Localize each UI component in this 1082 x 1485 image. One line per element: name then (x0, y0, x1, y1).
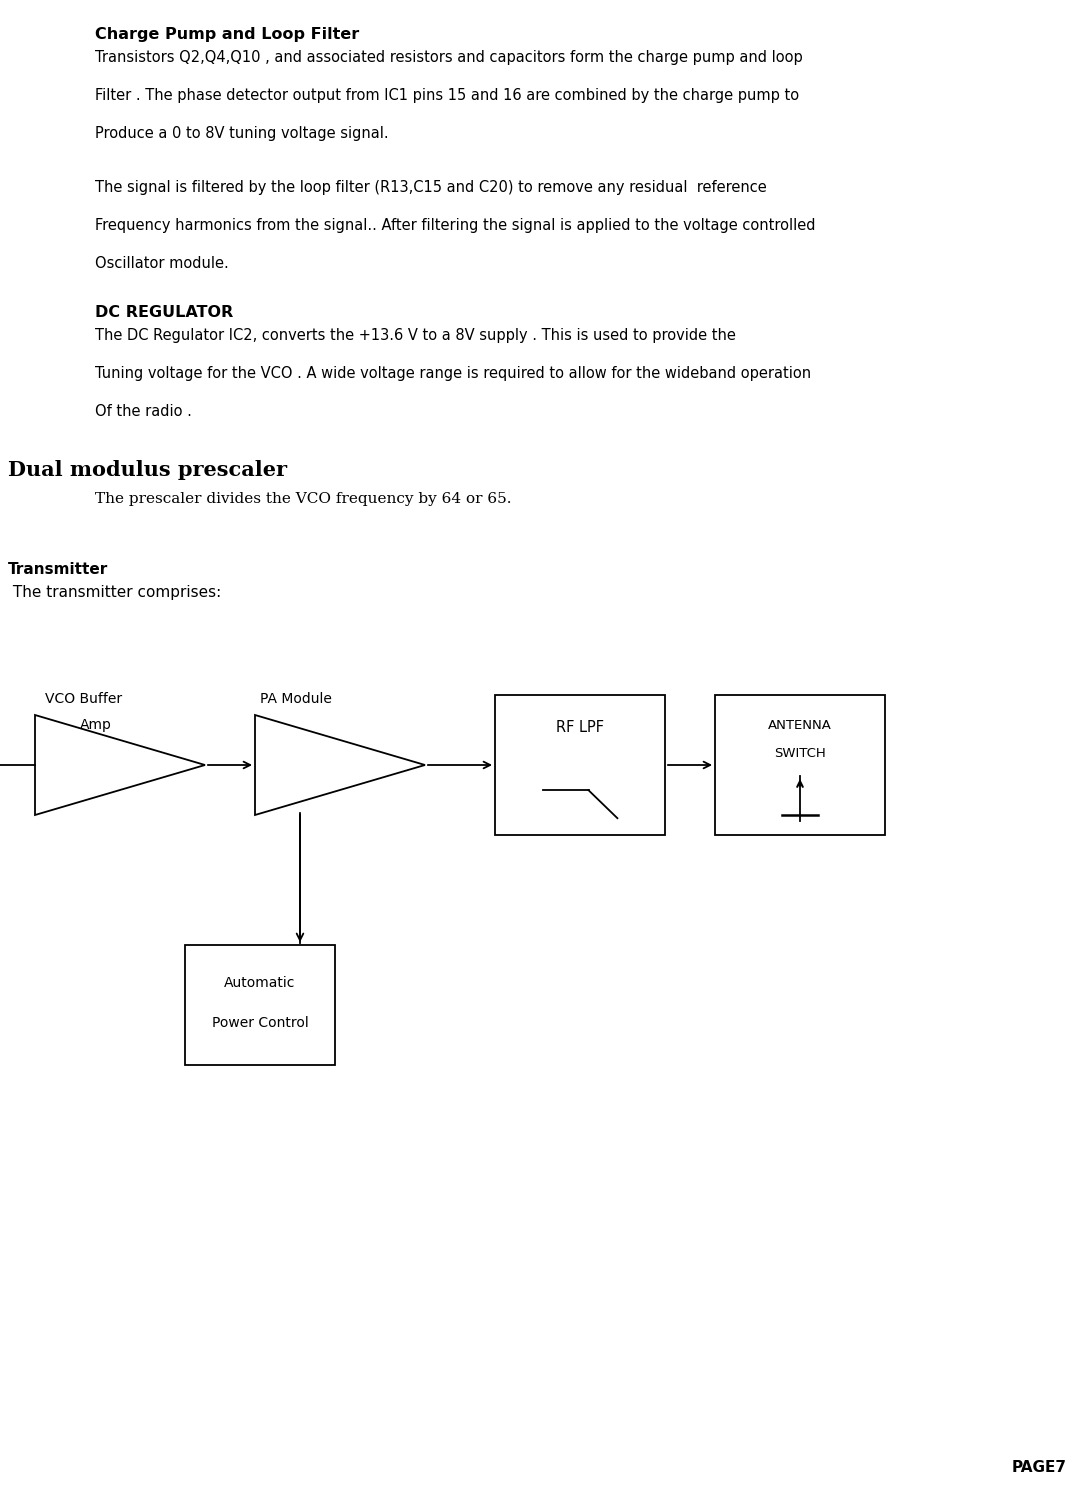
Text: Filter . The phase detector output from IC1 pins 15 and 16 are combined by the c: Filter . The phase detector output from … (95, 88, 800, 102)
Text: Oscillator module.: Oscillator module. (95, 255, 228, 270)
Text: Tuning voltage for the VCO . A wide voltage range is required to allow for the w: Tuning voltage for the VCO . A wide volt… (95, 365, 812, 382)
Bar (715, 695, 885, 835)
Bar (185, 944, 335, 1065)
Text: VCO Buffer: VCO Buffer (45, 692, 122, 705)
Text: The signal is filtered by the loop filter (R13,C15 and C20) to remove any residu: The signal is filtered by the loop filte… (95, 180, 767, 195)
Text: Charge Pump and Loop Filter: Charge Pump and Loop Filter (95, 27, 359, 42)
Text: RF LPF: RF LPF (556, 720, 604, 735)
Text: Transistors Q2,Q4,Q10 , and associated resistors and capacitors form the charge : Transistors Q2,Q4,Q10 , and associated r… (95, 50, 803, 65)
Text: Amp: Amp (80, 719, 111, 732)
Text: The transmitter comprises:: The transmitter comprises: (8, 585, 221, 600)
Text: ANTENNA: ANTENNA (768, 719, 832, 732)
Text: Transmitter: Transmitter (8, 561, 108, 578)
Bar (494, 695, 665, 835)
Text: PAGE7: PAGE7 (1012, 1460, 1067, 1475)
Text: DC REGULATOR: DC REGULATOR (95, 304, 234, 319)
Text: Power Control: Power Control (212, 1016, 308, 1031)
Text: Produce a 0 to 8V tuning voltage signal.: Produce a 0 to 8V tuning voltage signal. (95, 126, 388, 141)
Text: SWITCH: SWITCH (774, 747, 826, 760)
Text: Of the radio .: Of the radio . (95, 404, 192, 419)
Text: Frequency harmonics from the signal.. After filtering the signal is applied to t: Frequency harmonics from the signal.. Af… (95, 218, 816, 233)
Text: The DC Regulator IC2, converts the +13.6 V to a 8V supply . This is used to prov: The DC Regulator IC2, converts the +13.6… (95, 328, 736, 343)
Text: Automatic: Automatic (224, 977, 295, 990)
Text: Dual modulus prescaler: Dual modulus prescaler (8, 460, 287, 480)
Text: The prescaler divides the VCO frequency by 64 or 65.: The prescaler divides the VCO frequency … (95, 492, 512, 506)
Text: PA Module: PA Module (260, 692, 332, 705)
